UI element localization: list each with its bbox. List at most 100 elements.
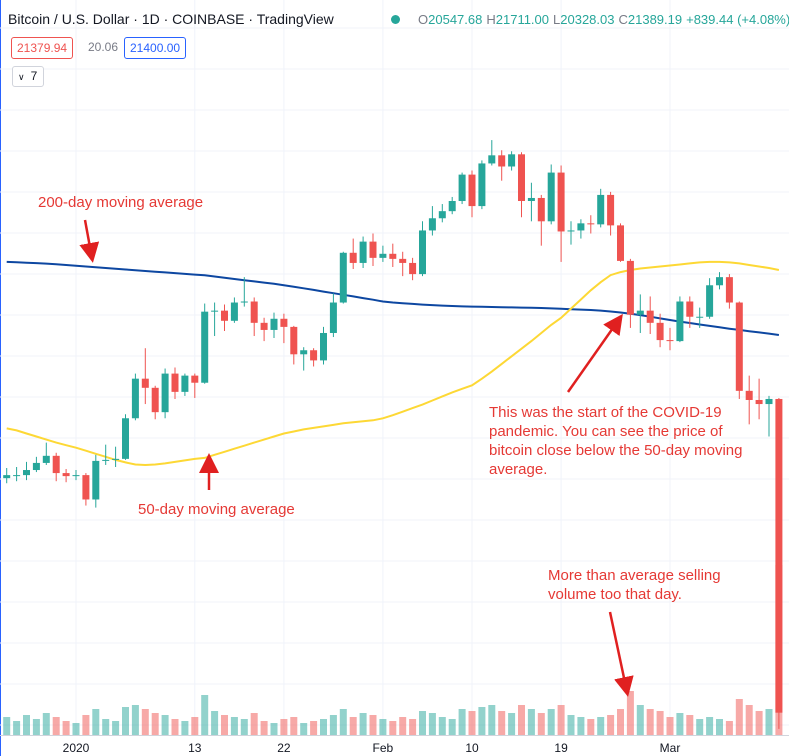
ohlc-label: C xyxy=(618,12,628,27)
volume-bar xyxy=(508,713,516,735)
candle-body xyxy=(359,241,367,263)
volume-bar xyxy=(300,723,308,735)
candle-body xyxy=(72,475,80,477)
volume-bar xyxy=(498,711,506,735)
volume-bar xyxy=(72,723,80,735)
candle-body xyxy=(23,470,30,476)
candle-body xyxy=(587,223,595,225)
ohlc: O20547.68 H21711.00 L20328.03 C21389.19 +839… xyxy=(418,12,789,27)
volume-bar xyxy=(171,719,179,735)
candle-body xyxy=(676,301,684,342)
candle-body xyxy=(557,172,565,232)
candle-body xyxy=(369,241,377,258)
candle-body xyxy=(409,262,417,275)
candle-body xyxy=(636,310,644,315)
candle-body xyxy=(339,252,347,303)
candle-body xyxy=(112,458,120,460)
x-tick-label: 22 xyxy=(277,741,291,755)
volume-bar xyxy=(240,719,248,735)
grid xyxy=(0,0,789,735)
volume-bar xyxy=(448,719,456,735)
ask-box[interactable]: 21400.00 xyxy=(124,37,187,59)
annotation: 50-day moving average xyxy=(138,501,295,518)
status-dot xyxy=(391,15,400,24)
volume-bar xyxy=(211,711,219,735)
bid-box[interactable]: 21379.94 xyxy=(11,37,74,59)
candle-body xyxy=(438,211,446,219)
candle-body xyxy=(221,310,228,321)
candle-body xyxy=(468,174,476,207)
candle-body xyxy=(42,455,50,463)
volume-bar xyxy=(468,711,476,735)
candle-body xyxy=(181,375,189,392)
volume-bar xyxy=(428,713,436,735)
volume-bar xyxy=(686,715,694,735)
volume-bar xyxy=(359,713,367,735)
ohlc-value: 20547.68 xyxy=(428,12,483,27)
candle-body xyxy=(3,475,11,479)
time-axis: 2020 13 22 Feb 10 19 Mar xyxy=(63,741,681,755)
candle-body xyxy=(666,340,674,342)
candle-body xyxy=(775,398,783,713)
annotation: This was the start of the COVID-19 pande… xyxy=(489,404,743,478)
volume-bar xyxy=(567,715,575,735)
volume-bar xyxy=(409,719,417,735)
candle-body xyxy=(547,172,555,222)
candle-body xyxy=(300,350,308,355)
volume-bar xyxy=(13,721,21,735)
volume-bar xyxy=(161,715,169,735)
volume-bar xyxy=(537,713,545,735)
candle-body xyxy=(765,398,773,405)
volume-bar xyxy=(587,719,595,735)
volume-bar xyxy=(329,715,337,735)
ohlc-value: 20328.03 xyxy=(560,12,615,27)
candle-body xyxy=(419,230,426,275)
candle-body xyxy=(537,197,545,222)
candle-body xyxy=(191,375,199,383)
ohlc-label: O xyxy=(418,12,429,27)
volume-bar xyxy=(339,709,347,735)
candle-body xyxy=(349,252,357,263)
candle-body xyxy=(478,163,486,207)
x-tick-label: 2020 xyxy=(63,741,90,755)
volume-bar xyxy=(260,721,268,735)
candle-body xyxy=(62,473,70,477)
candles xyxy=(3,140,783,729)
candle-body xyxy=(290,326,298,355)
arrow xyxy=(608,611,634,697)
candle-body xyxy=(735,302,743,391)
symbol-title: Bitcoin / U.S. Dollar · 1D · COINBASE · … xyxy=(8,11,334,27)
volume-bar xyxy=(250,713,258,735)
candle-body xyxy=(706,285,714,317)
candle-body xyxy=(32,462,40,471)
candle-body xyxy=(458,174,466,202)
volume-bar xyxy=(201,695,209,735)
volume-bar xyxy=(82,715,90,735)
volume-bar xyxy=(706,717,714,735)
volume-bar xyxy=(716,719,723,735)
candle-body xyxy=(617,225,624,261)
candle-body xyxy=(151,387,159,413)
candle-body xyxy=(161,373,169,413)
candle-body xyxy=(250,301,258,323)
x-tick-label: 19 xyxy=(554,741,568,755)
candle-body xyxy=(518,154,525,202)
x-tick-label: 13 xyxy=(188,741,202,755)
ohlc-label: H xyxy=(486,12,496,27)
volume-bar xyxy=(62,721,70,735)
candle-body xyxy=(716,277,723,286)
indicators-toggle[interactable]: ∨ 7 xyxy=(12,66,44,87)
volume-bar xyxy=(3,717,11,735)
volume-bar xyxy=(547,709,555,735)
volume-bar xyxy=(735,699,743,735)
candle-body xyxy=(379,253,387,258)
arrow xyxy=(79,219,100,263)
candle-body xyxy=(260,322,268,330)
volume-bar xyxy=(379,719,387,735)
candle-body xyxy=(626,260,634,315)
candle-body xyxy=(696,316,704,318)
volume-bar xyxy=(230,717,238,735)
chevron: ∨ xyxy=(18,72,25,82)
candle-body xyxy=(597,194,605,225)
